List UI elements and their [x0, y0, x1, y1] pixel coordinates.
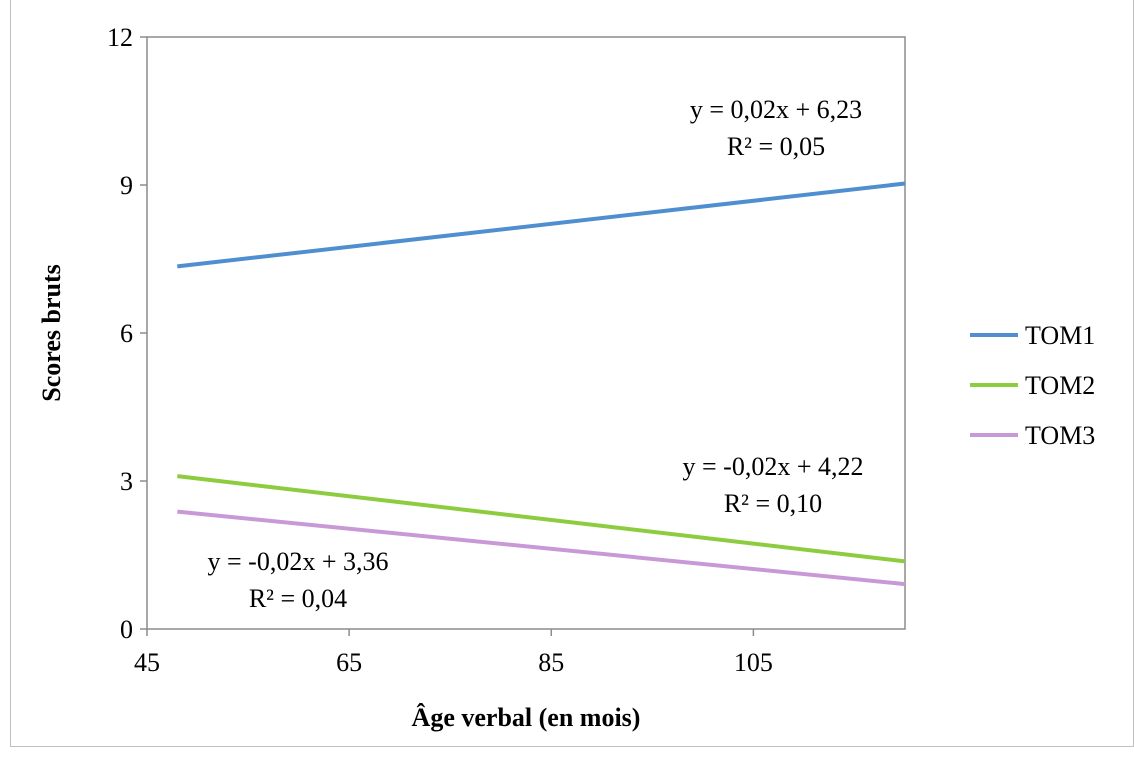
y-axis-ticks: 0 3 6 9 12	[107, 23, 147, 644]
tom1-r2: R² = 0,05	[727, 132, 825, 161]
y-tick-label: 3	[120, 467, 133, 496]
x-tick-label: 45	[134, 648, 160, 677]
series-line-tom3	[177, 509, 906, 587]
series-line-tom2	[177, 474, 906, 564]
y-tick-label: 12	[107, 23, 133, 52]
y-tick-label: 6	[120, 319, 133, 348]
legend-label-tom3: TOM3	[1025, 421, 1095, 450]
y-axis-title: Scores bruts	[37, 264, 66, 401]
legend-label-tom1: TOM1	[1025, 321, 1095, 350]
x-axis-title: Âge verbal (en mois)	[412, 703, 641, 732]
plot-area	[146, 36, 906, 630]
y-tick-label: 9	[120, 171, 133, 200]
x-tick-label: 85	[538, 648, 564, 677]
tom3-equation: y = -0,02x + 3,36	[208, 547, 389, 576]
tom3-r2: R² = 0,04	[249, 584, 347, 613]
x-tick-label: 105	[734, 648, 773, 677]
series-lines	[177, 181, 906, 587]
tom2-r2: R² = 0,10	[724, 489, 822, 518]
x-axis-ticks: 45 65 85 105	[134, 629, 773, 677]
tom2-equation: y = -0,02x + 4,22	[683, 452, 864, 481]
y-tick-label: 0	[120, 615, 133, 644]
series-line-tom1	[177, 181, 906, 269]
x-tick-label: 65	[336, 648, 362, 677]
legend-label-tom2: TOM2	[1025, 371, 1095, 400]
tom1-equation: y = 0,02x + 6,23	[690, 95, 862, 124]
legend: TOM1 TOM2 TOM3	[970, 321, 1095, 450]
